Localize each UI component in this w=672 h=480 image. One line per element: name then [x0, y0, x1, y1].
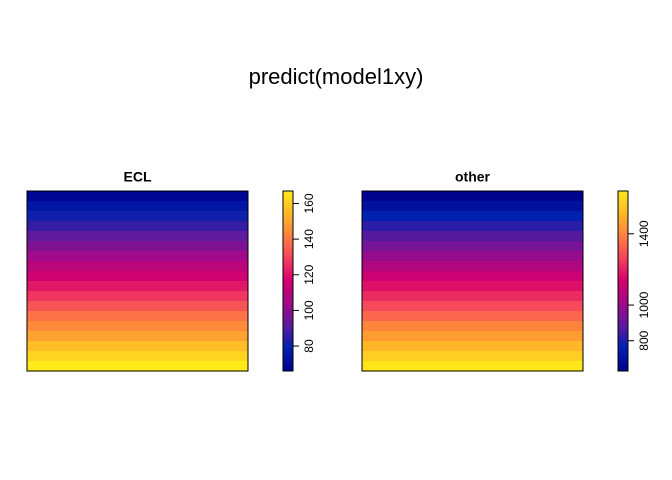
legend-tick-label: 160 — [302, 193, 316, 213]
heat-cell — [362, 331, 583, 342]
heat-cell — [27, 191, 248, 202]
heat-cell — [27, 241, 248, 252]
panel-title: other — [455, 169, 491, 185]
heat-cell — [27, 361, 248, 372]
heat-cell — [362, 241, 583, 252]
legend-tick-label: 1400 — [637, 220, 651, 247]
heat-cell — [362, 261, 583, 272]
heat-cell — [27, 311, 248, 322]
heat-cell — [27, 301, 248, 312]
heat-cell — [362, 221, 583, 232]
main-title: predict(model1xy) — [249, 64, 424, 89]
heat-cell — [362, 191, 583, 202]
heat-cell — [362, 351, 583, 362]
legend-tick-label: 120 — [302, 264, 316, 284]
heat-cell — [27, 321, 248, 332]
panel-title: ECL — [124, 169, 152, 185]
legend-bar — [282, 190, 294, 372]
heat-cell — [362, 201, 583, 212]
heat-cell — [27, 251, 248, 262]
legend-tick-label: 140 — [302, 229, 316, 249]
heat-cell — [362, 311, 583, 322]
legend-tick-label: 1000 — [637, 291, 651, 318]
heat-cell — [27, 261, 248, 272]
heat-cell — [27, 351, 248, 362]
heat-cell — [362, 251, 583, 262]
heat-cell — [27, 341, 248, 352]
heat-cell — [362, 281, 583, 292]
heat-cell — [27, 221, 248, 232]
heat-cell — [27, 331, 248, 342]
heat-cell — [362, 301, 583, 312]
panel-border — [26, 190, 249, 372]
heat-cell — [27, 281, 248, 292]
heat-cell — [362, 291, 583, 302]
heat-cell — [362, 271, 583, 282]
heat-cell — [362, 341, 583, 352]
heat-cell — [27, 291, 248, 302]
heat-cell — [362, 211, 583, 222]
panel-border — [361, 190, 584, 372]
heat-cell — [27, 201, 248, 212]
legend-tick-label: 80 — [302, 339, 316, 353]
heat-cell — [362, 321, 583, 332]
legend-tick-label: 800 — [637, 330, 651, 350]
heat-cell — [362, 231, 583, 242]
heat-cell — [27, 231, 248, 242]
legend-bar — [617, 190, 629, 372]
heat-cell — [362, 361, 583, 372]
heat-cell — [27, 271, 248, 282]
heat-cell — [27, 211, 248, 222]
legend-tick-label: 100 — [302, 300, 316, 320]
